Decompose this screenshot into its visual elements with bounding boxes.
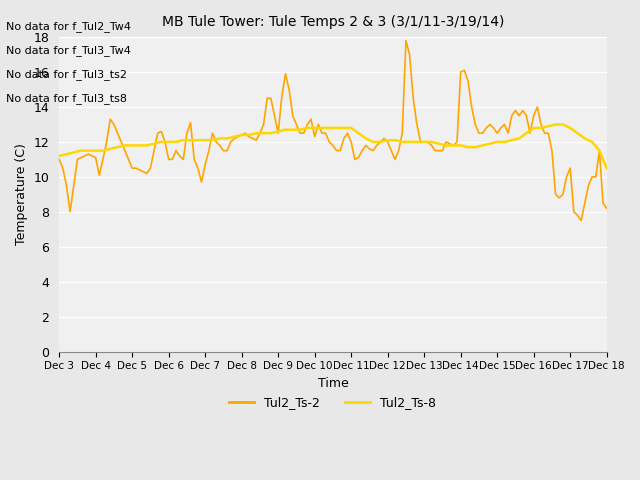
Tul2_Ts-8 [603, 165, 611, 171]
Tul2_Ts-8 [420, 139, 428, 145]
Tul2_Ts-8 [493, 139, 501, 145]
Tul2_Ts-2 [322, 130, 330, 136]
Text: No data for f_Tul3_ts2: No data for f_Tul3_ts2 [6, 69, 127, 80]
Tul2_Ts-2 [442, 139, 450, 145]
Line: Tul2_Ts-8: Tul2_Ts-8 [59, 124, 607, 168]
Text: No data for f_Tul3_Tw4: No data for f_Tul3_Tw4 [6, 45, 131, 56]
Tul2_Ts-8 [340, 125, 348, 131]
Tul2_Ts-2 [249, 135, 257, 141]
Legend: Tul2_Ts-2, Tul2_Ts-8: Tul2_Ts-2, Tul2_Ts-8 [225, 392, 442, 414]
Tul2_Ts-2 [577, 217, 585, 223]
Tul2_Ts-8 [552, 121, 559, 127]
Line: Tul2_Ts-2: Tul2_Ts-2 [59, 41, 607, 220]
X-axis label: Time: Time [317, 377, 348, 390]
Title: MB Tule Tower: Tule Temps 2 & 3 (3/1/11-3/19/14): MB Tule Tower: Tule Temps 2 & 3 (3/1/11-… [162, 15, 504, 29]
Tul2_Ts-2 [406, 52, 413, 58]
Tul2_Ts-2 [603, 205, 611, 211]
Text: No data for f_Tul2_Tw4: No data for f_Tul2_Tw4 [6, 21, 131, 32]
Text: No data for f_Tul3_ts8: No data for f_Tul3_ts8 [6, 93, 127, 104]
Tul2_Ts-2 [599, 200, 607, 206]
Tul2_Ts-2 [387, 148, 395, 154]
Tul2_Ts-8 [245, 132, 253, 138]
Y-axis label: Temperature (C): Temperature (C) [15, 144, 28, 245]
Tul2_Ts-8 [55, 153, 63, 159]
Tul2_Ts-2 [402, 38, 410, 44]
Tul2_Ts-2 [55, 156, 63, 162]
Tul2_Ts-8 [406, 139, 413, 145]
Tul2_Ts-8 [106, 146, 114, 152]
